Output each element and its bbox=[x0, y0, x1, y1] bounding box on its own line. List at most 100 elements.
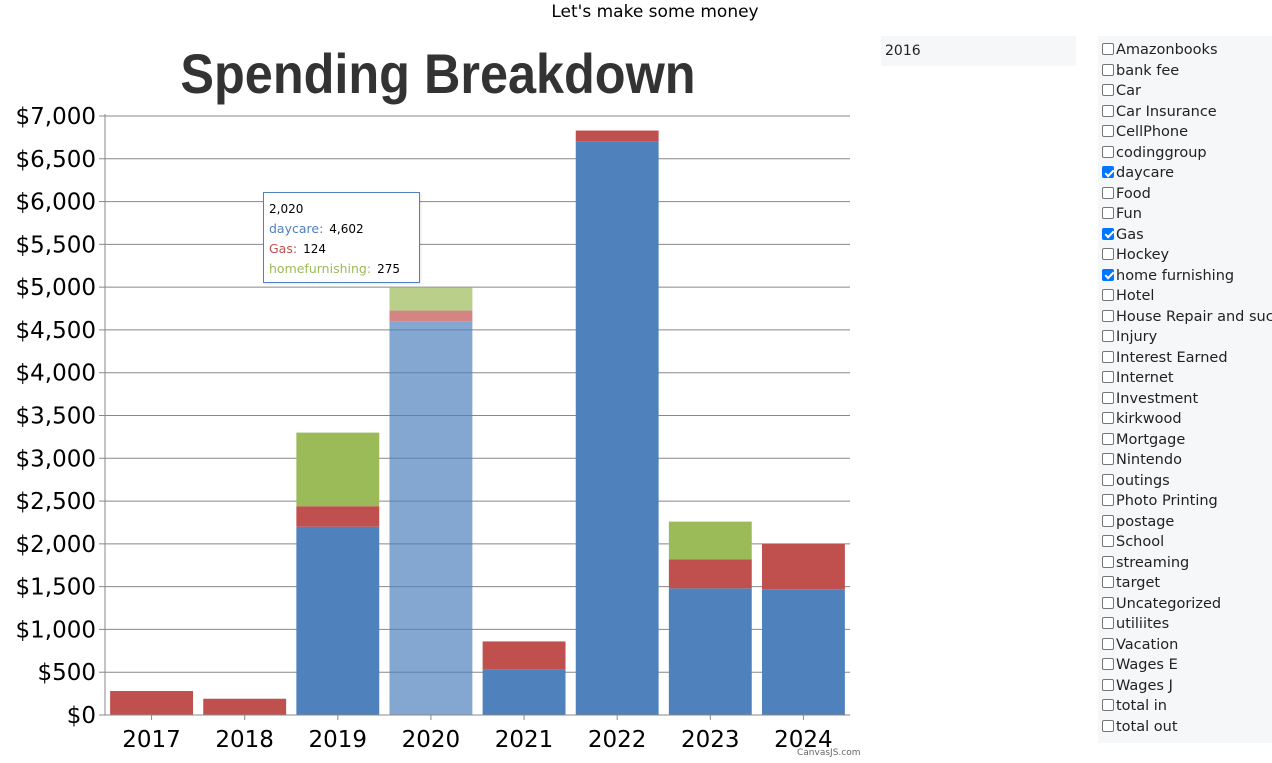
category-item[interactable]: Gas bbox=[1098, 225, 1272, 246]
category-checkbox[interactable] bbox=[1102, 145, 1114, 158]
y-tick-label: $3,500 bbox=[16, 404, 96, 430]
category-item[interactable]: total in bbox=[1098, 696, 1272, 717]
category-checkbox[interactable] bbox=[1102, 412, 1114, 424]
category-item[interactable]: Fun bbox=[1098, 204, 1272, 225]
tooltip-series-name: homefurnishing: bbox=[269, 261, 372, 276]
category-item[interactable]: Mortgage bbox=[1098, 430, 1272, 451]
category-item[interactable]: utiliites bbox=[1098, 614, 1272, 635]
category-checkbox[interactable] bbox=[1102, 473, 1114, 486]
category-item[interactable]: streaming bbox=[1098, 553, 1272, 574]
bar-segment-Gas bbox=[110, 691, 194, 715]
category-checkbox[interactable] bbox=[1102, 617, 1114, 629]
category-label: outings bbox=[1116, 472, 1170, 489]
category-item[interactable]: target bbox=[1098, 573, 1272, 594]
chart-credit-link[interactable]: CanvasJS.com bbox=[797, 748, 861, 758]
category-checkbox[interactable] bbox=[1102, 555, 1114, 568]
category-label: Car bbox=[1116, 83, 1141, 99]
category-checkbox[interactable] bbox=[1102, 432, 1114, 445]
year-select[interactable]: 2016 bbox=[881, 36, 1076, 66]
category-checkbox[interactable] bbox=[1102, 658, 1114, 670]
category-label: Mortgage bbox=[1116, 431, 1186, 448]
x-tick-label: 2018 bbox=[215, 727, 274, 753]
category-checkbox[interactable] bbox=[1102, 43, 1114, 55]
y-tick-label: $0 bbox=[67, 703, 96, 729]
category-checkbox[interactable] bbox=[1102, 63, 1114, 76]
category-checkbox[interactable] bbox=[1102, 207, 1114, 219]
category-checkbox[interactable] bbox=[1102, 186, 1114, 199]
category-checkbox[interactable] bbox=[1102, 678, 1114, 691]
category-item[interactable]: House Repair and such bbox=[1098, 307, 1272, 328]
category-item[interactable]: CellPhone bbox=[1098, 122, 1272, 143]
category-checkbox[interactable] bbox=[1102, 289, 1114, 301]
category-checkbox[interactable] bbox=[1102, 535, 1114, 547]
bar-segment-daycare bbox=[296, 526, 380, 715]
category-item[interactable]: Uncategorized bbox=[1098, 594, 1272, 615]
category-checkbox[interactable] bbox=[1102, 227, 1114, 240]
category-item[interactable]: Investment bbox=[1098, 389, 1272, 410]
tooltip-row-daycare: daycare: 4,602 bbox=[269, 219, 414, 239]
category-checkbox[interactable] bbox=[1102, 514, 1114, 527]
category-item[interactable]: Amazonbooks bbox=[1098, 40, 1272, 61]
category-checkbox[interactable] bbox=[1102, 84, 1114, 96]
tooltip-series-name: Gas: bbox=[269, 241, 298, 256]
category-checkbox[interactable] bbox=[1102, 248, 1114, 260]
category-checkbox[interactable] bbox=[1102, 330, 1114, 342]
category-item[interactable]: Car bbox=[1098, 81, 1272, 102]
gridlines bbox=[105, 115, 850, 673]
bar-segment-Gas bbox=[575, 130, 659, 142]
category-item[interactable]: Wages J bbox=[1098, 676, 1272, 697]
category-checkbox[interactable] bbox=[1102, 699, 1114, 711]
category-checkbox[interactable] bbox=[1102, 391, 1114, 404]
category-label: Hotel bbox=[1116, 288, 1155, 304]
tooltip-title: 2,020 bbox=[269, 202, 304, 216]
bar-segment-daycare bbox=[761, 589, 845, 715]
category-label: Food bbox=[1116, 185, 1151, 202]
category-checkbox[interactable] bbox=[1102, 596, 1114, 609]
category-checkbox[interactable] bbox=[1102, 309, 1114, 322]
category-item[interactable]: Nintendo bbox=[1098, 450, 1272, 471]
y-tick-label: $6,000 bbox=[16, 190, 96, 216]
bar-segment-homefurnishing bbox=[668, 521, 752, 560]
y-tick-label: $2,500 bbox=[16, 489, 96, 515]
category-item[interactable]: School bbox=[1098, 532, 1272, 553]
category-checkbox[interactable] bbox=[1102, 166, 1114, 178]
x-tick-label: 2017 bbox=[122, 727, 181, 753]
category-item[interactable]: Photo Printing bbox=[1098, 491, 1272, 512]
tooltip-series-value: 275 bbox=[377, 262, 400, 276]
category-item[interactable]: daycare bbox=[1098, 163, 1272, 184]
category-checkbox[interactable] bbox=[1102, 719, 1114, 732]
category-item[interactable]: Interest Earned bbox=[1098, 348, 1272, 369]
category-checkbox[interactable] bbox=[1102, 125, 1114, 137]
category-checkbox[interactable] bbox=[1102, 350, 1114, 363]
category-label: Gas bbox=[1116, 226, 1144, 243]
category-item[interactable]: Injury bbox=[1098, 327, 1272, 348]
category-item[interactable]: Food bbox=[1098, 184, 1272, 205]
category-checkbox[interactable] bbox=[1102, 637, 1114, 650]
category-checkbox[interactable] bbox=[1102, 104, 1114, 117]
category-item[interactable]: Internet bbox=[1098, 368, 1272, 389]
x-tick-label: 2021 bbox=[495, 727, 554, 753]
category-item[interactable]: kirkwood bbox=[1098, 409, 1272, 430]
category-item[interactable]: codinggroup bbox=[1098, 143, 1272, 164]
category-checkbox[interactable] bbox=[1102, 576, 1114, 588]
category-item[interactable]: Vacation bbox=[1098, 635, 1272, 656]
category-checkbox[interactable] bbox=[1102, 268, 1114, 281]
category-checkbox[interactable] bbox=[1102, 453, 1114, 465]
category-item[interactable]: total out bbox=[1098, 717, 1272, 738]
category-item[interactable]: Car Insurance bbox=[1098, 102, 1272, 123]
category-label: Nintendo bbox=[1116, 452, 1182, 468]
category-item[interactable]: Hotel bbox=[1098, 286, 1272, 307]
category-label: bank fee bbox=[1116, 62, 1180, 79]
category-item[interactable]: bank fee bbox=[1098, 61, 1272, 82]
category-item[interactable]: home furnishing bbox=[1098, 266, 1272, 287]
category-item[interactable]: Wages E bbox=[1098, 655, 1272, 676]
category-item[interactable]: outings bbox=[1098, 471, 1272, 492]
y-tick-label: $500 bbox=[37, 660, 96, 686]
category-item[interactable]: Hockey bbox=[1098, 245, 1272, 266]
category-label: Wages E bbox=[1116, 657, 1178, 673]
category-label: daycare bbox=[1116, 165, 1175, 181]
bar-segment-daycare bbox=[575, 141, 659, 716]
category-checkbox[interactable] bbox=[1102, 371, 1114, 383]
category-item[interactable]: postage bbox=[1098, 512, 1272, 533]
category-checkbox[interactable] bbox=[1102, 494, 1114, 506]
